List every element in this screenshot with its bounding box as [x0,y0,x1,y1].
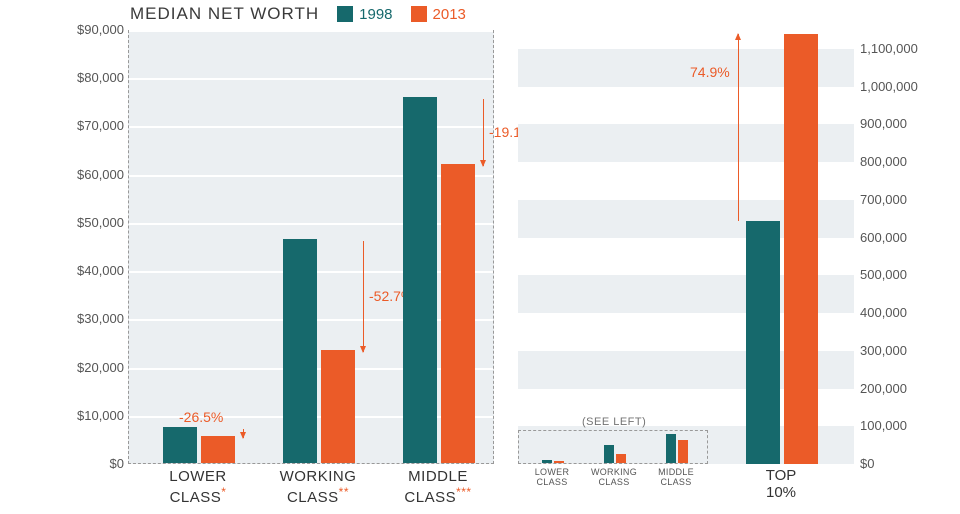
legend-label-1998: 1998 [359,6,392,23]
swatch-1998 [337,6,353,22]
mini-category-label: LOWERCLASS [522,467,582,487]
mini-category-label: MIDDLECLASS [646,467,706,487]
change-arrow [243,429,244,439]
right-y-label: 100,000 [860,418,940,433]
bar-2013 [201,436,235,463]
mini-bar-2013 [678,440,688,463]
top10-bar-1998 [746,221,780,464]
right-y-label: 600,000 [860,230,940,245]
chart-header: MEDIAN NET WORTH 1998 2013 [130,4,466,24]
left-y-label: $60,000 [62,167,124,182]
top10-change-arrow [738,34,739,221]
top10-bar-2013 [784,34,818,464]
mini-bar-2013 [554,461,564,463]
top10-pct-label: 74.9% [690,64,730,80]
right-panel: 74.9% [518,30,854,464]
pct-label: -26.5% [179,409,223,425]
right-y-label: 200,000 [860,381,940,396]
swatch-2013 [411,6,427,22]
bar-2013 [441,164,475,463]
right-y-label: 1,000,000 [860,79,940,94]
mini-category-label: WORKINGCLASS [584,467,644,487]
legend-2013: 2013 [411,6,466,23]
bar-2013 [321,350,355,463]
bar-1998 [403,97,437,463]
bar-group [283,239,355,463]
change-arrow [363,241,364,352]
category-label: LOWERCLASS* [138,468,258,506]
top10-label: TOP10% [736,467,826,501]
mini-bar-1998 [542,460,552,463]
see-left-caption: (SEE LEFT) [582,416,646,428]
chart-title: MEDIAN NET WORTH [130,4,319,24]
right-y-label: $0 [860,456,940,471]
category-label: WORKINGCLASS** [258,468,378,506]
left-y-label: $50,000 [62,215,124,230]
right-y-label: 800,000 [860,154,940,169]
left-y-label: $80,000 [62,70,124,85]
category-label: MIDDLECLASS*** [378,468,498,506]
mini-inset-box [518,430,708,464]
mini-bar-2013 [616,454,626,463]
legend-1998: 1998 [337,6,392,23]
top10-bar-group [746,34,818,464]
left-y-label: $0 [62,456,124,471]
right-y-label: 900,000 [860,116,940,131]
left-y-label: $90,000 [62,22,124,37]
left-panel: -26.5%-52.7%-19.1% [128,30,494,464]
left-y-label: $40,000 [62,263,124,278]
left-y-label: $20,000 [62,360,124,375]
mini-bar-1998 [666,434,676,463]
right-y-label: 1,100,000 [860,41,940,56]
legend-label-2013: 2013 [433,6,466,23]
left-gridline [129,30,493,32]
right-y-label: 300,000 [860,343,940,358]
bar-1998 [163,427,197,463]
bar-1998 [283,239,317,463]
left-gridline [129,78,493,80]
bar-group [403,97,475,463]
mini-bar-1998 [604,445,614,463]
bar-group [163,427,235,463]
right-y-label: 400,000 [860,305,940,320]
change-arrow [483,99,484,167]
right-y-label: 700,000 [860,192,940,207]
left-gridline [129,464,493,466]
right-y-label: 500,000 [860,267,940,282]
left-y-label: $30,000 [62,311,124,326]
left-y-label: $70,000 [62,118,124,133]
left-y-label: $10,000 [62,408,124,423]
